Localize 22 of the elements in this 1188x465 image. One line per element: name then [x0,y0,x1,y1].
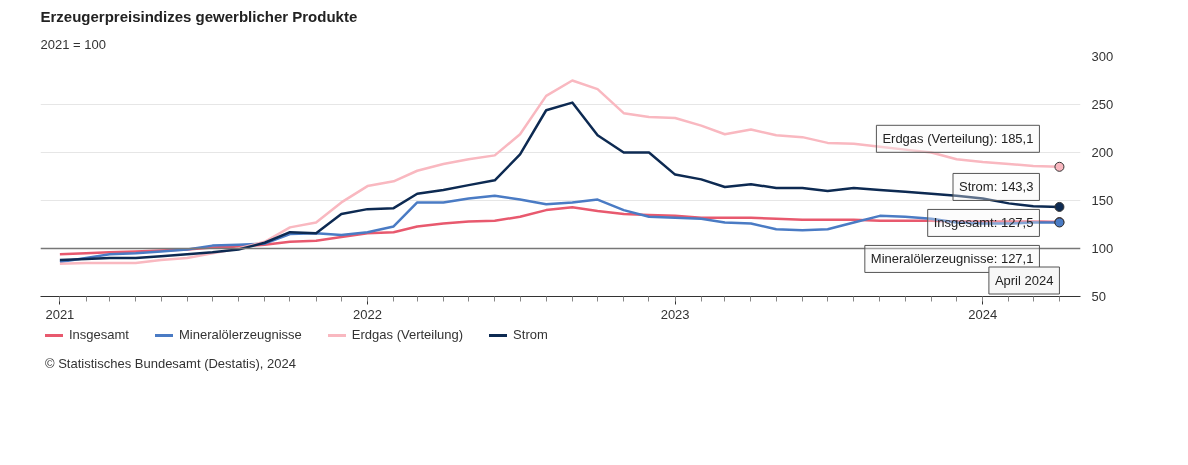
legend-label: Strom [512,326,548,344]
chart-subtitle: 2021 = 100 [40,36,106,52]
x-tick-label: 2022 [353,306,382,322]
y-tick-label: 250 [1091,97,1114,112]
y-tick-label: 200 [1091,145,1114,160]
x-tick-label: 2021 [45,306,75,322]
annotation: Strom: 143,3 [959,179,1034,195]
y-tick-label: 100 [1091,241,1114,256]
text: © Statistisches Bundesamt (Destatis), 2024 [45,354,296,373]
y-tick-label: 50 [1091,289,1106,304]
x-tick-label: 2023 [660,306,690,322]
annotation: Insgesamt: 127,5 [933,215,1034,231]
annotation: Erdgas (Verteilung): 185,1 [882,131,1034,147]
annotation: Mineralölerzeugnisse: 127,1 [870,251,1034,267]
y-tick-label: 300 [1091,49,1114,64]
legend-label: Erdgas (Verteilung) [350,326,464,344]
legend-label: Insgesamt [68,326,129,344]
chart-title: Erzeugerpreisindizes gewerblicher Produkte [40,7,358,25]
annotation: April 2024 [994,273,1054,288]
y-tick-label: 150 [1091,193,1114,208]
x-tick-label: 2024 [968,306,998,322]
legend-label: Mineralölerzeugnisse [178,326,302,344]
